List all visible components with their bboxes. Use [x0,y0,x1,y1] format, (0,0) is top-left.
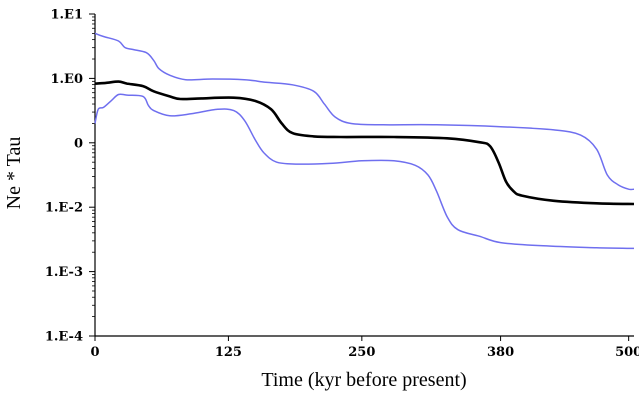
y-tick-label: 1.E-2 [45,201,83,216]
axes [94,14,634,337]
median-series-line [94,80,635,206]
x-tick-label: 500 [615,345,639,360]
y-tick-label: 1.E-4 [45,330,83,345]
y-axis-title: Ne * Tau [3,137,25,210]
y-tick-label: 1.E1 [50,8,83,23]
x-tick-label: 380 [487,345,514,360]
y-tick-label: 0 [74,136,83,151]
lower-series-line [94,93,635,250]
x-tick-label: 0 [90,345,99,360]
x-tick-label: 250 [348,345,375,360]
tick-labels: 1.E1 1.E0 0 1.E-2 1.E-3 1.E-4 0 125 250 380 500 [45,8,639,361]
upper-series-line [94,32,635,191]
series-layer [94,32,635,250]
y-tick-label: 1.E-3 [45,265,83,280]
x-tick-label: 125 [215,345,242,360]
tick-marks [89,13,630,341]
y-tick-label: 1.E0 [50,72,83,87]
x-axis-title: Time (kyr before present) [261,369,466,391]
